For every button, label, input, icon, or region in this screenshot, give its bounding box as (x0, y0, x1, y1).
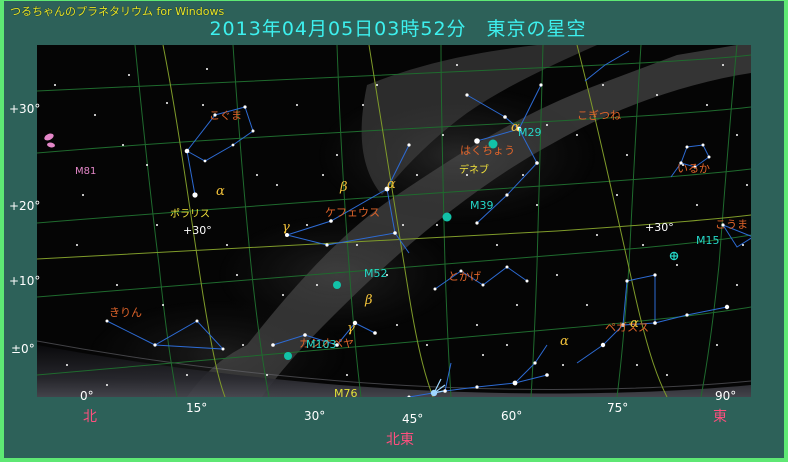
star-chart[interactable]: こぐま ケフェウス きりん カシオペヤ はくちょう こぎつね とかげ いるか こ… (37, 45, 751, 397)
azimuth-tick: 0° (80, 389, 94, 403)
altitude-tick: +10° (9, 274, 41, 288)
constellation-label[interactable]: ペガスス (605, 321, 649, 334)
star-field (54, 64, 748, 397)
constellation-label[interactable]: こうま (715, 218, 748, 231)
grid-altitude-label: +30° (183, 224, 212, 237)
messier-label[interactable]: M15 (696, 234, 720, 247)
azimuth-tick: 75° (607, 401, 629, 415)
azimuth-tick: 45° (402, 412, 424, 426)
app-title: つるちゃんのプラネタリウム for Windows (10, 5, 225, 18)
constellation-lines (106, 50, 751, 397)
comet-symbol (430, 378, 446, 397)
constellation-label[interactable]: はくちょう (460, 144, 515, 157)
direction-northeast: 北東 (386, 432, 414, 448)
azimuth-tick: 30° (304, 409, 326, 423)
greek-letter-marker: α (560, 334, 569, 349)
constellation-label[interactable]: いるか (677, 162, 710, 175)
altitude-tick: ±0° (11, 342, 35, 356)
altitude-tick: +30° (9, 102, 41, 116)
messier-label[interactable]: M81 (75, 166, 97, 177)
greek-letter-marker: β (340, 180, 348, 195)
direction-north: 北 (83, 409, 97, 425)
altitude-tick: +20° (9, 199, 41, 213)
ecliptic-line (37, 45, 751, 397)
star-label[interactable]: デネブ (459, 165, 489, 176)
messier-label[interactable]: M39 (470, 199, 494, 212)
messier-symbols (44, 133, 679, 360)
messier-label[interactable]: M29 (518, 126, 542, 139)
greek-letter-marker: γ (347, 321, 355, 336)
coordinate-grid (37, 45, 751, 397)
horizon-glow (37, 345, 751, 397)
azimuth-tick: 15° (186, 401, 208, 415)
messier-label[interactable]: M52 (364, 267, 388, 280)
direction-east: 東 (713, 409, 727, 425)
messier-label[interactable]: M103 (306, 338, 337, 351)
azimuth-tick: 60° (501, 409, 523, 423)
grid-altitude-label: +30° (645, 221, 674, 234)
greek-letter-marker: α (387, 177, 396, 192)
messier-label[interactable]: M76 (334, 387, 358, 397)
azimuth-tick: 90° (715, 389, 737, 403)
constellation-label[interactable]: とかげ (448, 270, 481, 283)
greek-letter-marker: β (365, 293, 373, 308)
greek-letter-marker: α (511, 120, 520, 135)
greek-letter-marker: α (630, 316, 639, 331)
star-label[interactable]: ポラリス (170, 209, 210, 220)
sky-canvas (37, 45, 751, 397)
constellation-label[interactable]: こぐま (209, 109, 242, 122)
constellation-label[interactable]: きりん (109, 306, 142, 319)
date-location-headline: 2013年04月05日03時52分 東京の星空 (209, 18, 587, 40)
constellation-label[interactable]: カシオペヤ (299, 337, 354, 350)
greek-letter-marker: γ (282, 220, 290, 235)
greek-letter-marker: α (216, 184, 225, 199)
constellation-label[interactable]: こぎつね (577, 109, 621, 122)
constellation-label[interactable]: ケフェウス (325, 206, 380, 219)
